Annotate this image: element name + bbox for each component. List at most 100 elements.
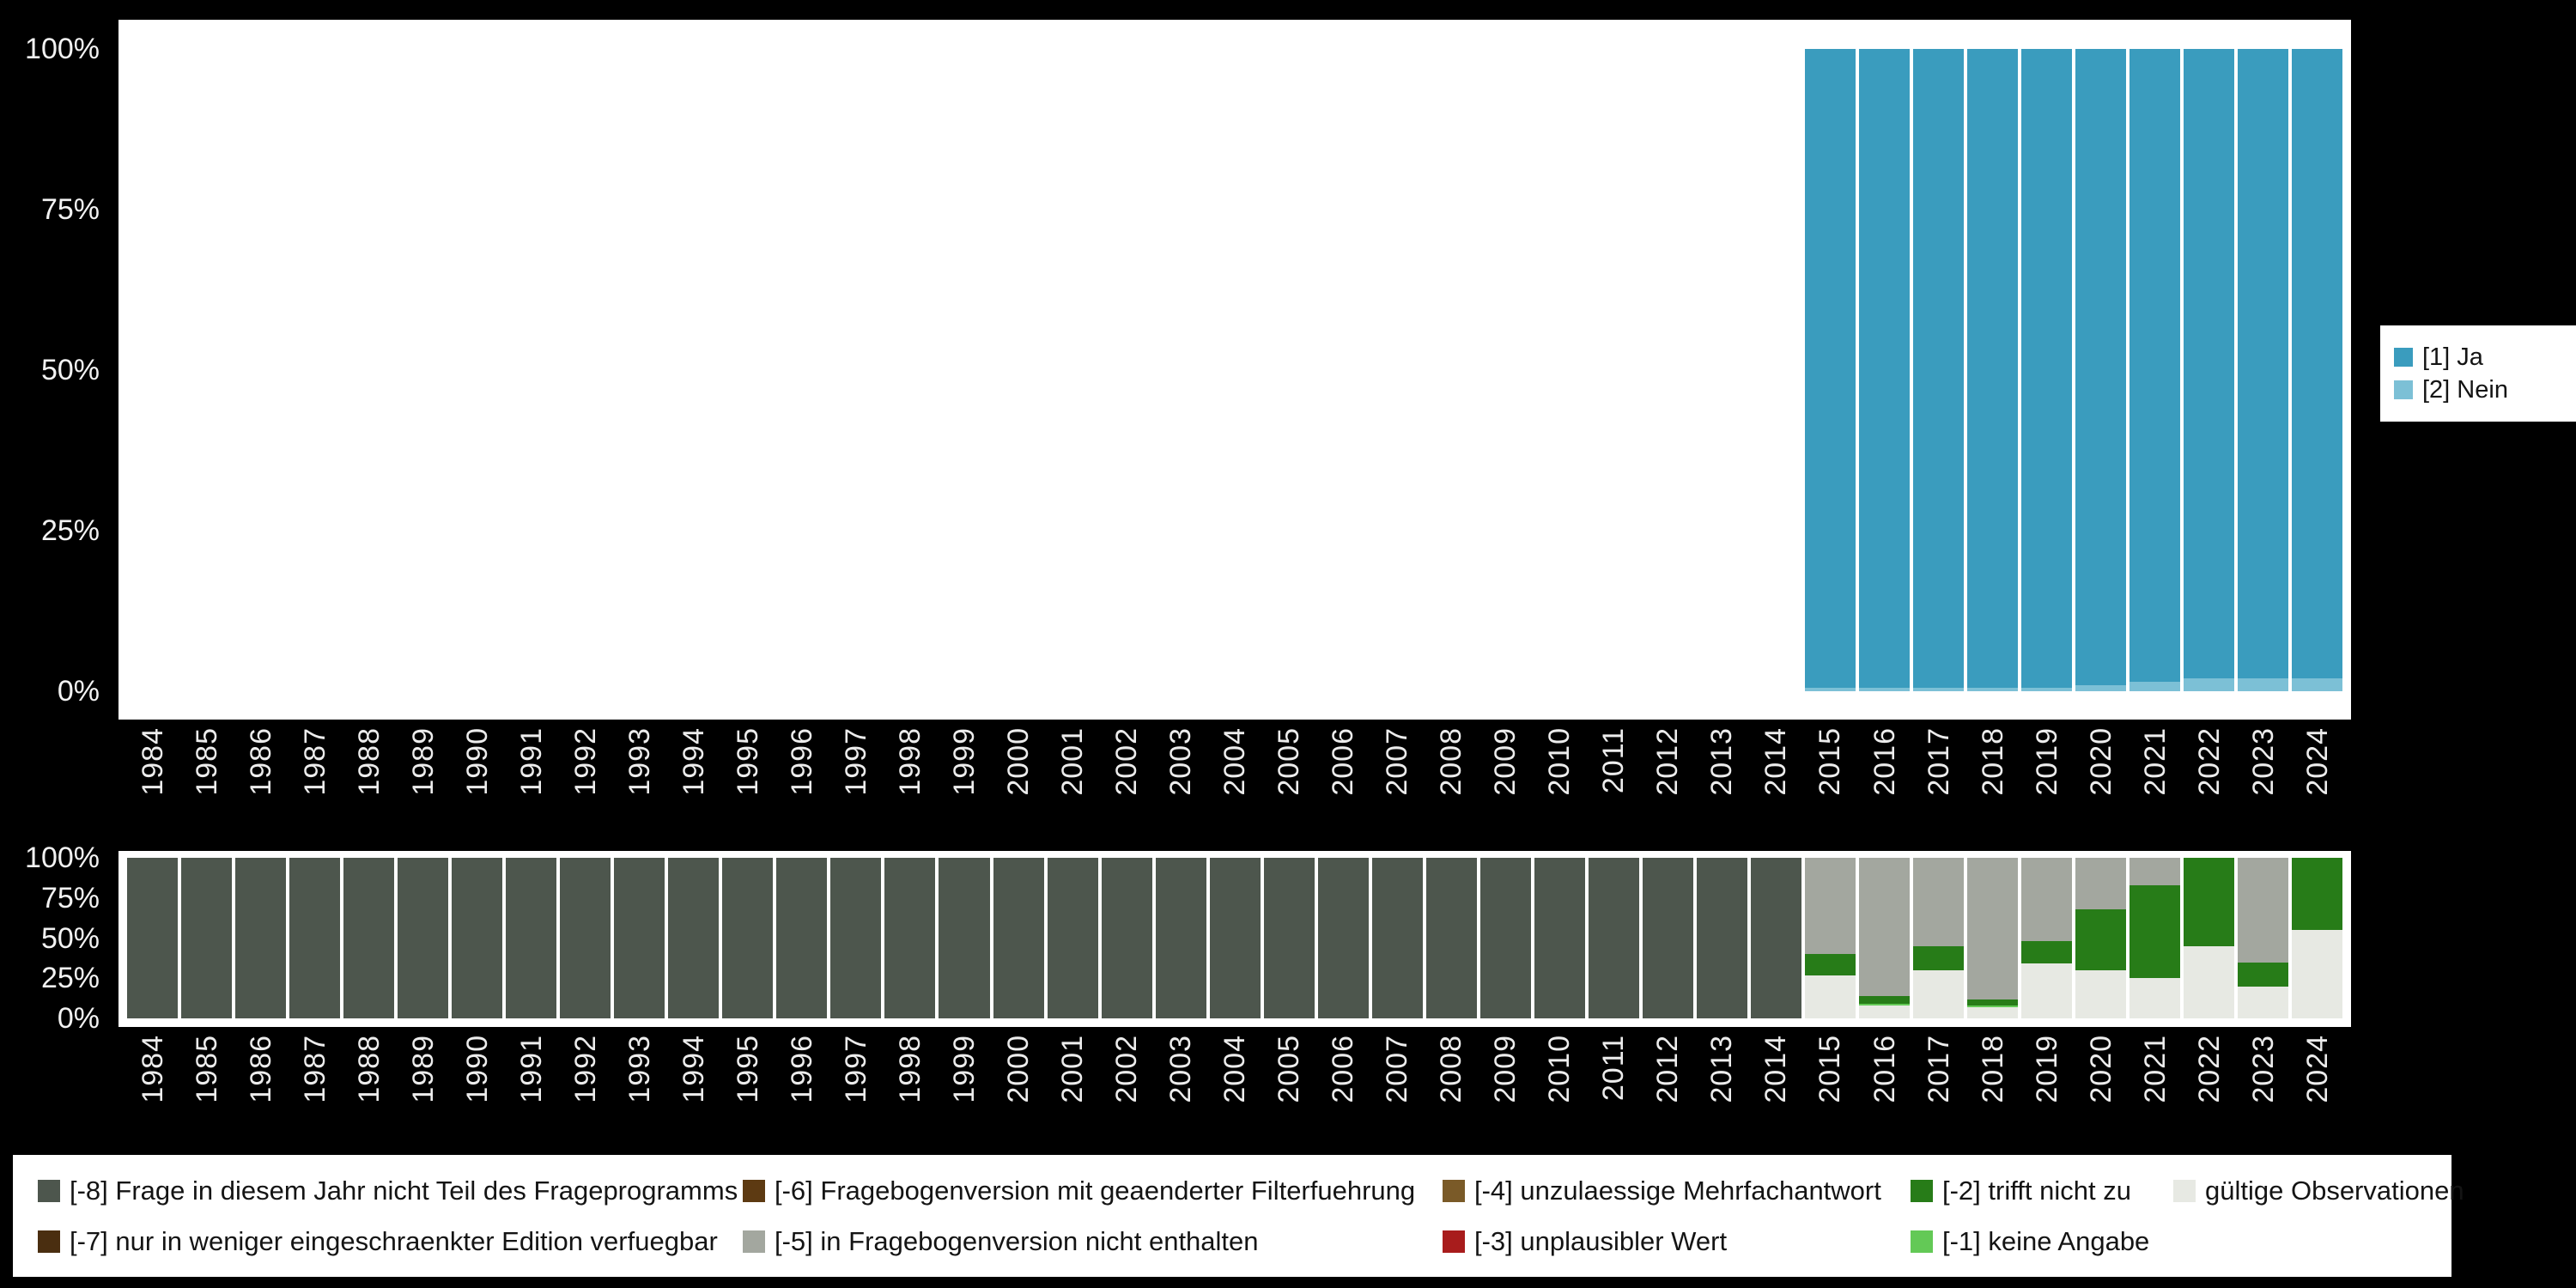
x-tick-label: 2001 xyxy=(1046,1035,1100,1136)
x-tick-label: 1995 xyxy=(720,1035,775,1136)
x-tick-label: 1999 xyxy=(937,1035,991,1136)
bar-segment xyxy=(2021,688,2072,691)
x-tick-label: 1997 xyxy=(829,1035,883,1136)
bar-2015 xyxy=(1803,49,1857,691)
bar-2003 xyxy=(1154,858,1208,1018)
bar-1996 xyxy=(775,49,829,691)
legend-item: [-6] Fragebogenversion mit geaenderter F… xyxy=(743,1177,1443,1204)
legend-label: [-5] in Fragebogenversion nicht enthalte… xyxy=(775,1228,1259,1255)
bar-segment xyxy=(289,858,340,1018)
bar-2010 xyxy=(1533,49,1587,691)
bar-2020 xyxy=(2074,858,2128,1018)
missing-values-legend: [-8] Frage in diesem Jahr nicht Teil des… xyxy=(13,1155,2451,1277)
bar-1992 xyxy=(558,858,612,1018)
x-tick-label: 2013 xyxy=(1695,1035,1749,1136)
bar-2001 xyxy=(1046,49,1100,691)
x-tick-label: 2006 xyxy=(1316,1035,1370,1136)
x-tick-label: 1988 xyxy=(342,1035,396,1136)
bar-segment xyxy=(398,858,448,1018)
legend-item: [-7] nur in weniger eingeschraenkter Edi… xyxy=(38,1228,743,1255)
y-tick-label: 75% xyxy=(41,195,100,224)
bar-segment xyxy=(614,858,665,1018)
bar-segment xyxy=(2021,963,2072,1018)
y-tick-label: 100% xyxy=(25,34,100,64)
bar-1985 xyxy=(179,49,234,691)
x-tick-label: 2004 xyxy=(1208,727,1262,829)
x-tick-label: 2018 xyxy=(1965,1035,2020,1136)
x-tick-label: 2014 xyxy=(1749,727,1803,829)
x-tick-label: 1995 xyxy=(720,727,775,829)
bar-segment xyxy=(1210,858,1261,1018)
bar-2005 xyxy=(1262,858,1316,1018)
bar-segment xyxy=(776,858,827,1018)
legend-item: [2] Nein xyxy=(2394,378,2576,403)
bar-segment xyxy=(2184,946,2234,1018)
bar-segment xyxy=(2129,49,2180,682)
x-tick-label: 1988 xyxy=(342,727,396,829)
x-tick-label: 2003 xyxy=(1154,1035,1208,1136)
bar-segment xyxy=(506,858,556,1018)
bar-2018 xyxy=(1965,858,2020,1018)
variable-frequency-visualization: 100%75%50%25%0% 198419851986198719881989… xyxy=(0,0,2576,1288)
bar-1988 xyxy=(342,49,396,691)
x-tick-label: 2019 xyxy=(2020,1035,2074,1136)
bar-segment xyxy=(2075,970,2126,1018)
bar-segment xyxy=(1751,858,1801,1018)
bar-segment xyxy=(1805,975,1856,1018)
x-tick-label: 2002 xyxy=(1100,727,1154,829)
bar-2024 xyxy=(2290,858,2344,1018)
response-chart-y-axis: 100%75%50%25%0% xyxy=(0,49,108,691)
legend-label: [-2] trifft nicht zu xyxy=(1942,1177,2131,1204)
bar-2005 xyxy=(1262,49,1316,691)
x-tick-label: 1993 xyxy=(612,1035,666,1136)
bar-segment xyxy=(1859,996,1910,1004)
bar-2018 xyxy=(1965,49,2020,691)
bar-segment xyxy=(1805,858,1856,954)
bar-2002 xyxy=(1100,858,1154,1018)
bar-segment xyxy=(1913,49,1964,688)
legend-label: [1] Ja xyxy=(2422,345,2483,370)
bar-1992 xyxy=(558,49,612,691)
x-tick-label: 1985 xyxy=(179,1035,234,1136)
x-tick-label: 1987 xyxy=(288,1035,342,1136)
x-tick-label: 2007 xyxy=(1370,727,1425,829)
bar-2017 xyxy=(1911,858,1965,1018)
x-tick-label: 2009 xyxy=(1479,727,1533,829)
legend-swatch-icon xyxy=(1911,1180,1933,1202)
x-tick-label: 2009 xyxy=(1479,1035,1533,1136)
bar-2015 xyxy=(1803,858,1857,1018)
bar-segment xyxy=(1859,688,1910,691)
missing-values-chart-x-axis: 1984198519861987198819891990199119921993… xyxy=(125,1035,2344,1136)
bar-segment xyxy=(181,858,232,1018)
bar-2011 xyxy=(1587,49,1641,691)
legend-label: [-7] nur in weniger eingeschraenkter Edi… xyxy=(70,1228,718,1255)
x-tick-label: 1985 xyxy=(179,727,234,829)
legend-label: [-3] unplausibler Wert xyxy=(1474,1228,1727,1255)
legend-label: [-6] Fragebogenversion mit geaenderter F… xyxy=(775,1177,1415,1204)
x-tick-label: 2022 xyxy=(2182,727,2236,829)
bar-segment xyxy=(452,858,502,1018)
legend-item: [-1] keine Angabe xyxy=(1911,1228,2173,1255)
bar-2017 xyxy=(1911,49,1965,691)
x-tick-label: 1992 xyxy=(558,727,612,829)
x-tick-label: 1994 xyxy=(666,1035,720,1136)
x-tick-label: 2001 xyxy=(1046,727,1100,829)
legend-item: [-4] unzulaessige Mehrfachantwort xyxy=(1443,1177,1911,1204)
bar-1989 xyxy=(396,49,450,691)
response-chart-x-axis: 1984198519861987198819891990199119921993… xyxy=(125,727,2344,829)
bar-2007 xyxy=(1370,49,1425,691)
legend-label: [-8] Frage in diesem Jahr nicht Teil des… xyxy=(70,1177,738,1204)
bar-segment xyxy=(2021,941,2072,963)
x-tick-label: 1998 xyxy=(883,727,937,829)
bar-2023 xyxy=(2236,49,2290,691)
bar-2023 xyxy=(2236,858,2290,1018)
bar-segment xyxy=(343,858,394,1018)
bar-2013 xyxy=(1695,858,1749,1018)
x-tick-label: 2016 xyxy=(1857,727,1911,829)
bar-2001 xyxy=(1046,858,1100,1018)
missing-values-chart-panel xyxy=(118,851,2351,1027)
bar-2014 xyxy=(1749,49,1803,691)
bar-segment xyxy=(668,858,719,1018)
bar-segment xyxy=(993,858,1044,1018)
y-tick-label: 25% xyxy=(41,516,100,545)
